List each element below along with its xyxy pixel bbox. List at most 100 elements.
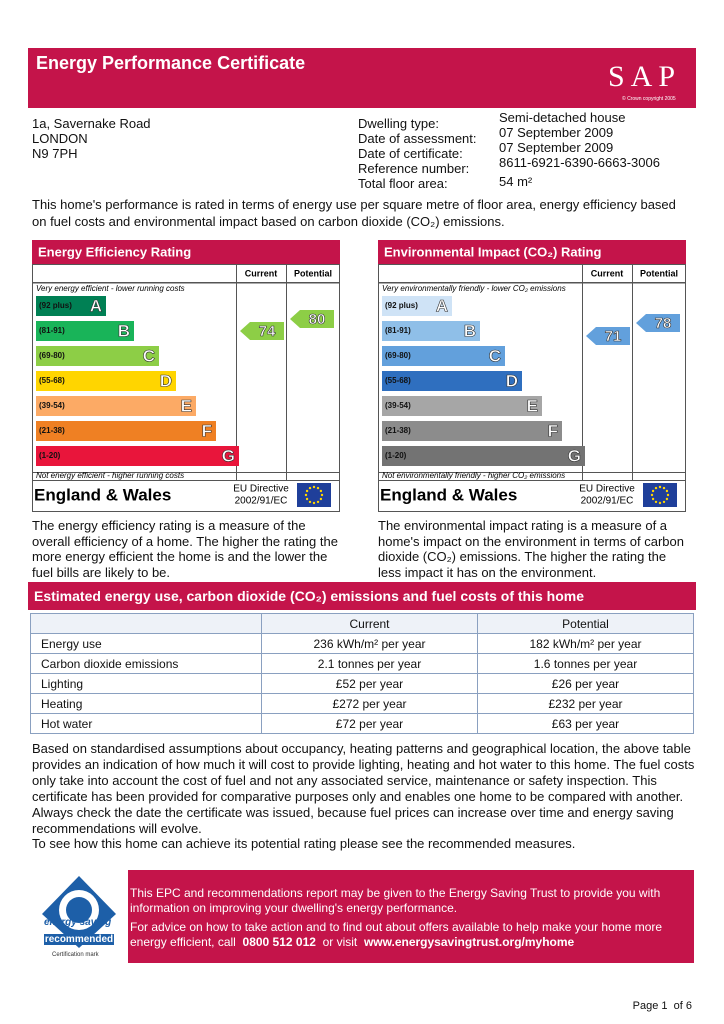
table-cell: £232 per year [477, 693, 694, 714]
band-letter: A [90, 296, 102, 315]
table-cell: Lighting [30, 673, 262, 694]
logo-circle [66, 897, 92, 923]
detail-label: Total floor area: [358, 176, 448, 191]
detail-value: 07 September 2009 [499, 140, 614, 155]
table-cell: £72 per year [261, 713, 478, 734]
detail-value: 07 September 2009 [499, 125, 614, 140]
band-bar [36, 346, 159, 366]
detail-row: Date of assessment: 07 September 2009 [358, 125, 688, 146]
column-header: Potential [640, 268, 678, 278]
table-cell: 2.1 tonnes per year [261, 653, 478, 674]
rating-arrow [240, 322, 284, 340]
header-cell: Potential [477, 613, 694, 634]
band-bar [36, 371, 176, 391]
column-header: Current [591, 268, 624, 278]
band-bar [36, 396, 196, 416]
eu-star [658, 501, 662, 505]
estimates-table: Current Potential Energy use 236 kWh/m² pe… [30, 613, 694, 734]
band-letter: D [506, 371, 518, 390]
band-letter: A [436, 296, 448, 315]
rating-arrow [290, 310, 334, 328]
eu-star [319, 497, 323, 501]
column-header: Current [245, 268, 278, 278]
table-cell: £63 per year [477, 713, 694, 734]
region: England & Wales [380, 485, 517, 504]
eu-star [305, 489, 309, 493]
directive: EU Directive [579, 484, 635, 495]
est-logo: energy saving recommended Certification … [30, 870, 128, 963]
phone: 0800 512 012 [242, 935, 316, 949]
eu-star [304, 493, 308, 497]
bottom-note: Not energy efficient - higher running co… [36, 471, 184, 480]
rating-description: The environmental impact rating is a mea… [378, 518, 684, 580]
band-letter: F [548, 421, 558, 440]
eu-star [662, 500, 666, 504]
note: Based on standardised assumptions about … [32, 741, 695, 836]
table-cell: £52 per year [261, 673, 478, 694]
band-bar [36, 446, 239, 466]
band-letter: C [489, 346, 501, 365]
title: Energy Performance Certificate [36, 53, 306, 73]
band-range: (39-54) [39, 401, 65, 410]
sap-logo: SAP [608, 60, 682, 93]
band-bar [382, 371, 522, 391]
band-range: (1-20) [385, 451, 407, 460]
eu-star [665, 497, 669, 501]
band-letter: B [464, 321, 476, 340]
table-cell: Carbon dioxide emissions [30, 653, 262, 674]
eu-star [312, 501, 316, 505]
directive: 2002/91/EC [235, 496, 288, 507]
logo-text: Certification mark [52, 952, 99, 958]
band-range: (55-68) [39, 376, 65, 385]
rating-value: 74 [259, 323, 276, 340]
eu-star [308, 500, 312, 504]
details: Dwelling type: Semi-detached house Date of… [358, 110, 688, 191]
header-bar: Energy Performance Certificate SAP © Cro… [28, 48, 696, 108]
footer-text: For advice on how to take action and to … [130, 920, 663, 949]
eu-star [316, 500, 320, 504]
table-cell: Heating [30, 693, 262, 714]
band-bar [36, 296, 106, 316]
band-letter: B [118, 321, 130, 340]
footer-box: energy saving recommended Certification … [30, 870, 694, 963]
eu-star [654, 486, 658, 490]
table-cell: 182 kWh/m² per year [477, 633, 694, 654]
eu-star [654, 500, 658, 504]
detail-label: Date of certificate: [358, 146, 463, 161]
rating-value: 78 [655, 315, 672, 332]
detail-row: Date of certificate: 07 September 2009 [358, 140, 688, 161]
logo-text: recommended [44, 934, 114, 945]
band-bar [382, 421, 562, 441]
band-bar [382, 296, 452, 316]
region: England & Wales [34, 485, 171, 504]
eu-star [665, 489, 669, 493]
note: To see how this home can achieve its pot… [32, 836, 576, 851]
band-range: (81-91) [385, 326, 411, 335]
band-letter: E [527, 396, 538, 415]
eu-star [658, 485, 662, 489]
panel-frame [378, 264, 686, 512]
table-cell: Energy use [30, 633, 262, 654]
eu-star [316, 486, 320, 490]
band-bar [382, 446, 585, 466]
table-cell: 1.6 tonnes per year [477, 653, 694, 674]
table-row: Hot water £72 per year £63 per year [30, 713, 694, 734]
panel-title: Energy Efficiency Rating [38, 244, 191, 259]
page-label: Page 1 [632, 1000, 668, 1012]
directive: EU Directive [233, 484, 289, 495]
detail-row: Reference number: 8611-6921-6390-6663-300… [358, 155, 688, 176]
url[interactable]: www.energysavingtrust.org/myhome [363, 935, 575, 949]
detail-value: 54 m² [499, 174, 533, 189]
logo-text: energy saving [44, 917, 112, 928]
header-cell: Current [261, 613, 478, 634]
band-range: (92 plus) [385, 301, 418, 310]
table-cell: 236 kWh/m² per year [261, 633, 478, 654]
band-letter: F [202, 421, 212, 440]
eu-star [650, 493, 654, 497]
eu-star [305, 497, 309, 501]
detail-value: 8611-6921-6390-6663-3006 [499, 155, 660, 170]
top-note: Very environmentally friendly - lower CO… [382, 284, 566, 293]
table-row: Energy use 236 kWh/m² per year 182 kWh/m² … [30, 633, 694, 654]
footer-text: This EPC and recommendations report may … [130, 886, 661, 915]
